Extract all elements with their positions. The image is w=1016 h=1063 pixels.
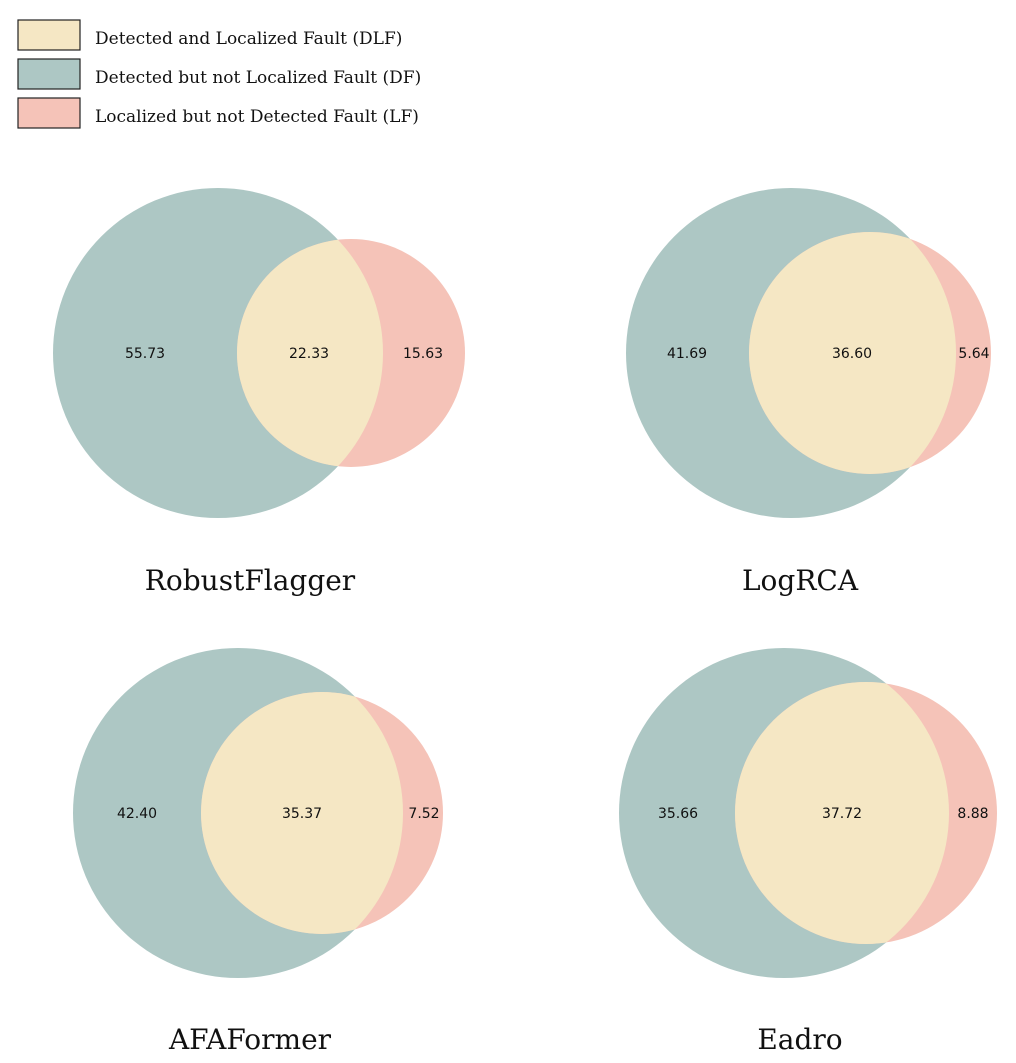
venn-title: Eadro [757, 1023, 842, 1056]
venn-title: RobustFlagger [145, 564, 356, 597]
overlap-region [201, 692, 403, 934]
lf-value-label: 7.52 [408, 806, 439, 822]
legend-label-dlf: Detected and Localized Fault (DLF) [95, 29, 402, 49]
lf-value-label: 8.88 [957, 806, 988, 822]
legend-item-df: Detected but not Localized Fault (DF) [17, 58, 421, 90]
legend: Detected and Localized Fault (DLF) Detec… [17, 19, 421, 129]
lf-value-label: 15.63 [403, 346, 443, 362]
legend-item-dlf: Detected and Localized Fault (DLF) [17, 19, 402, 51]
overlap-region [237, 239, 383, 467]
dlf-value-label: 36.60 [832, 346, 872, 362]
legend-swatch-dlf [17, 19, 81, 51]
lf-value-label: 5.64 [958, 346, 989, 362]
legend-label-lf: Localized but not Detected Fault (LF) [95, 107, 419, 127]
overlap-region [735, 682, 949, 944]
dlf-value-label: 35.37 [282, 806, 322, 822]
legend-item-lf: Localized but not Detected Fault (LF) [17, 97, 419, 129]
overlap-region [749, 232, 956, 474]
df-value-label: 55.73 [125, 346, 165, 362]
df-value-label: 35.66 [658, 806, 698, 822]
legend-label-df: Detected but not Localized Fault (DF) [95, 68, 421, 88]
venn-title: AFAFormer [168, 1023, 332, 1056]
venn-eadro: 35.66 37.72 8.88 Eadro [619, 648, 997, 1056]
df-value-label: 42.40 [117, 806, 157, 822]
legend-swatch-df [17, 58, 81, 90]
venn-title: LogRCA [742, 564, 859, 597]
venn-robustflagger: 55.73 22.33 15.63 RobustFlagger [53, 188, 465, 597]
venn-afaformer: 42.40 35.37 7.52 AFAFormer [73, 648, 443, 1056]
dlf-value-label: 37.72 [822, 806, 862, 822]
venn-lograca: 41.69 36.60 5.64 LogRCA [626, 188, 991, 597]
df-value-label: 41.69 [667, 346, 707, 362]
legend-swatch-lf [17, 97, 81, 129]
dlf-value-label: 22.33 [289, 346, 329, 362]
